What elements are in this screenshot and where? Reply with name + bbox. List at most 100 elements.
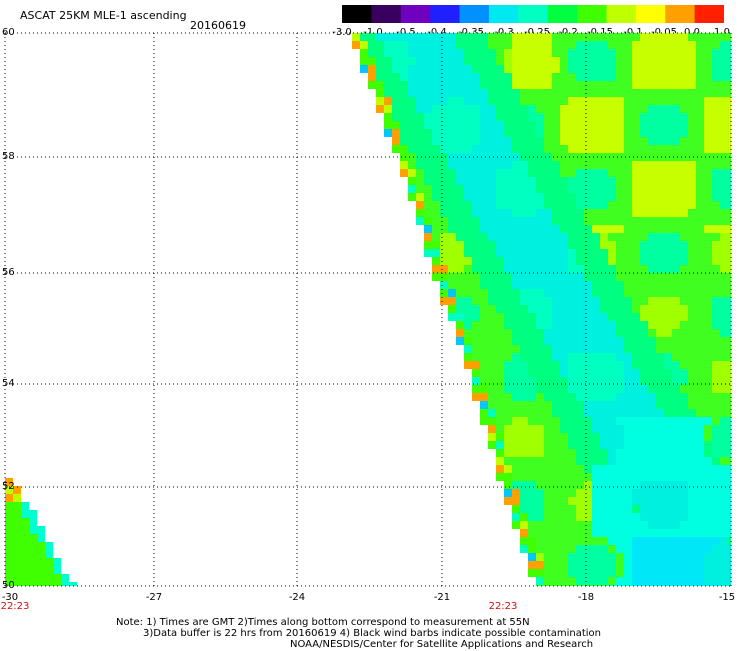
swath-cell [536, 257, 544, 265]
swath-cell [13, 550, 21, 558]
swath-cell [704, 409, 712, 417]
swath-cell [528, 225, 536, 233]
swath-cell [696, 81, 704, 89]
swath-cell [704, 385, 712, 393]
swath-cell [696, 513, 704, 521]
swath-cell [632, 137, 640, 145]
swath-cell [720, 345, 728, 353]
swath-cell [696, 185, 704, 193]
swath-cell [648, 569, 656, 577]
swath-cell [552, 545, 560, 553]
swath-cell [448, 265, 456, 273]
swath-cell [672, 273, 680, 281]
swath-cell [568, 129, 576, 137]
swath-cell [696, 217, 704, 225]
swath-cell [520, 33, 528, 41]
swath-cell [672, 361, 680, 369]
swath-cell [408, 121, 416, 129]
swath-cell [424, 169, 432, 177]
swath-cell [496, 361, 504, 369]
swath-cell [560, 49, 568, 57]
swath-cell [648, 313, 656, 321]
swath-cell [608, 153, 616, 161]
swath-cell [632, 273, 640, 281]
swath-cell [496, 169, 504, 177]
swath-cell [680, 137, 688, 145]
swath-cell [584, 145, 592, 153]
swath-cell [552, 513, 560, 521]
swath-cell [664, 553, 672, 561]
swath-cell [696, 465, 704, 473]
swath-cell [448, 289, 456, 297]
swath-cell [608, 281, 616, 289]
swath-cell [456, 41, 464, 49]
swath-cell [488, 113, 496, 121]
swath-cell [544, 265, 552, 273]
swath-cell [504, 273, 512, 281]
swath-cell [376, 41, 384, 49]
swath-cell [624, 265, 632, 273]
swath-cell [592, 369, 600, 377]
swath-cell [616, 529, 624, 537]
swath-cell [688, 425, 696, 433]
swath-cell [456, 57, 464, 65]
swath-cell [616, 345, 624, 353]
swath-cell [576, 385, 584, 393]
swath-cell [696, 209, 704, 217]
swath-cell [552, 561, 560, 569]
swath-cell [728, 169, 731, 177]
swath-cell [560, 97, 568, 105]
swath-cell [488, 201, 496, 209]
swath-cell [512, 433, 520, 441]
swath-cell [576, 409, 584, 417]
swath-cell [632, 113, 640, 121]
swath-cell [616, 585, 624, 586]
swath-cell [576, 289, 584, 297]
swath-cell [664, 161, 672, 169]
swath-cell [496, 153, 504, 161]
swath-cell [656, 329, 664, 337]
swath-cell [456, 113, 464, 121]
swath-cell [504, 281, 512, 289]
lon-label: -27 [145, 592, 163, 603]
swath-cell [624, 585, 632, 586]
swath-cell [584, 433, 592, 441]
swath-cell [520, 225, 528, 233]
swath-cell [704, 521, 712, 529]
swath-cell [392, 89, 400, 97]
swath-cell [664, 249, 672, 257]
swath-cell [616, 393, 624, 401]
swath-cell [512, 297, 520, 305]
colorbar-segment [606, 5, 637, 23]
swath-cell [456, 297, 464, 305]
swath-cell [432, 249, 440, 257]
swath-cell [600, 201, 608, 209]
swath-cell [624, 89, 632, 97]
swath-cell [496, 409, 504, 417]
swath-cell [488, 241, 496, 249]
swath-cell [376, 33, 384, 41]
swath-cell [672, 193, 680, 201]
swath-cell [512, 449, 520, 457]
swath-cell [424, 57, 432, 65]
swath-cell [616, 105, 624, 113]
swath-cell [576, 489, 584, 497]
swath-cell [544, 385, 552, 393]
swath-cell [424, 193, 432, 201]
swath-cell [488, 65, 496, 73]
swath-cell [688, 321, 696, 329]
swath-cell [608, 577, 616, 585]
swath-cell [13, 582, 21, 586]
swath-cell [576, 545, 584, 553]
swath-cell [560, 553, 568, 561]
swath-cell [720, 329, 728, 337]
swath-cell [624, 489, 632, 497]
swath-cell [640, 505, 648, 513]
swath-cell [672, 137, 680, 145]
swath-cell [592, 33, 600, 41]
swath-cell [480, 401, 488, 409]
swath-cell [712, 193, 720, 201]
swath-cell [712, 505, 720, 513]
swath-cell [536, 417, 544, 425]
swath-cell [408, 129, 416, 137]
